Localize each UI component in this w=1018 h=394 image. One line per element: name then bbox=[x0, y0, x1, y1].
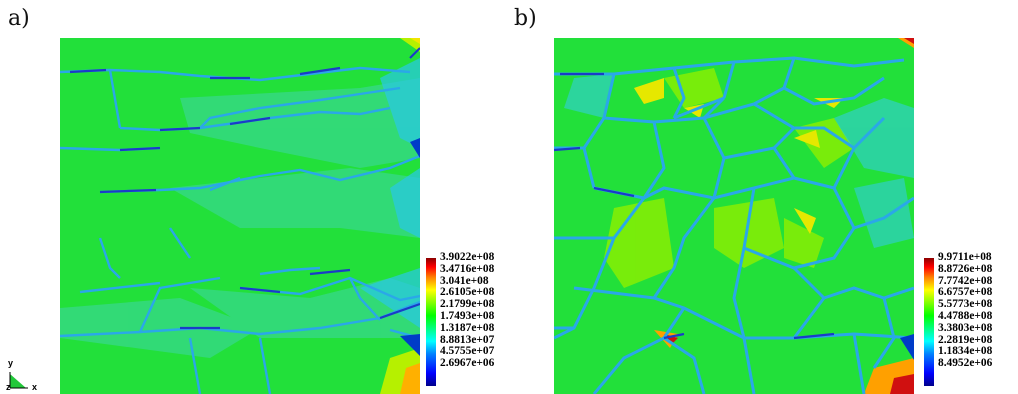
axis-z-label: z bbox=[6, 382, 11, 392]
contour-field-a bbox=[60, 38, 420, 394]
colorbar-b-tick: 4.4788e+08 bbox=[938, 309, 993, 322]
colorbar-a-tick: 1.3187e+08 bbox=[440, 321, 495, 334]
colorbar-a-tick: 3.4716e+08 bbox=[440, 262, 495, 275]
colorbar-b-tick: 5.5773e+08 bbox=[938, 298, 993, 311]
axes-triad: y z x bbox=[6, 356, 46, 392]
axis-x-label: x bbox=[32, 382, 38, 392]
colorbar-b-tick: 1.1834e+08 bbox=[938, 345, 993, 358]
colorbar-a-tick: 4.5755e+07 bbox=[440, 345, 495, 358]
axis-y-label: y bbox=[8, 358, 14, 368]
colorbar-a-tick: 2.6967e+06 bbox=[440, 357, 495, 370]
colorbar-a-tick: 3.041e+08 bbox=[440, 274, 489, 287]
colorbar-b-tick: 3.3803e+08 bbox=[938, 321, 993, 334]
colorbar-a-tick: 2.1799e+08 bbox=[440, 298, 495, 311]
colorbar-b-tick: 6.6757e+08 bbox=[938, 286, 993, 299]
panel-a-label: a) bbox=[8, 6, 30, 31]
colorbar-a-tick: 1.7493e+08 bbox=[440, 309, 495, 322]
colorbar-a-ticks: 3.9022e+08 3.4716e+08 3.041e+08 2.6105e+… bbox=[440, 251, 495, 370]
colorbar-b-tick: 8.4952e+06 bbox=[938, 357, 993, 370]
panel-b-label: b) bbox=[514, 6, 537, 31]
colorbar-b-tick: 8.8726e+08 bbox=[938, 262, 993, 275]
colorbar-a bbox=[426, 258, 436, 386]
colorbar-a-tick: 2.6105e+08 bbox=[440, 286, 495, 299]
colorbar-b bbox=[924, 258, 934, 386]
colorbar-b-ticks: 9.9711e+08 8.8726e+08 7.7742e+08 6.6757e… bbox=[938, 251, 993, 370]
contour-field-b bbox=[554, 38, 914, 394]
colorbar-a-tick: 8.8813e+07 bbox=[440, 333, 495, 346]
colorbar-b-tick: 7.7742e+08 bbox=[938, 274, 993, 287]
colorbar-b-tick: 2.2819e+08 bbox=[938, 333, 993, 346]
colorbar-b-tick: 9.9711e+08 bbox=[938, 251, 992, 263]
colorbar-a-tick: 3.9022e+08 bbox=[440, 251, 495, 263]
